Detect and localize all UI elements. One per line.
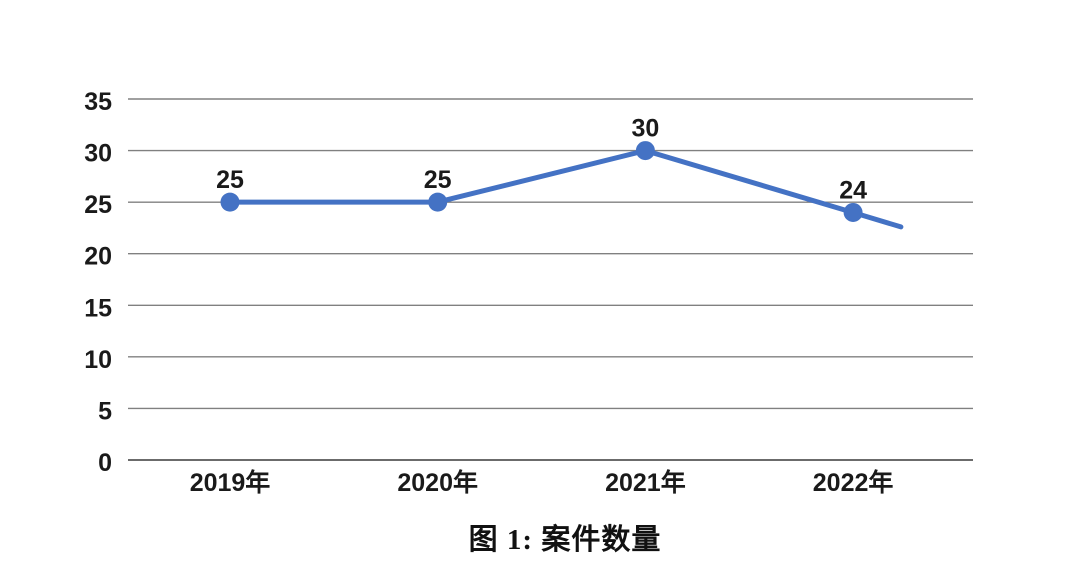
data-point-marker <box>428 192 448 212</box>
data-point-marker <box>843 202 863 222</box>
gridlines-group <box>128 98 973 461</box>
data-labels-group: 25 25 30 24 <box>216 115 867 205</box>
y-tick-label: 5 <box>98 397 112 425</box>
data-label: 24 <box>839 176 867 204</box>
y-tick-label: 20 <box>84 243 112 271</box>
y-tick-label: 10 <box>84 346 112 374</box>
x-tick-label: 2021年 <box>605 468 686 497</box>
chart-caption: 图 1: 案件数量 <box>468 524 662 556</box>
x-tick-label: 2019年 <box>190 468 271 497</box>
data-label: 30 <box>631 115 659 143</box>
series-group <box>220 141 904 230</box>
series-line <box>227 148 904 230</box>
x-axis-labels-group: 2019年 2020年 2021年 2022年 <box>190 468 894 497</box>
data-point-marker <box>220 192 240 212</box>
data-label: 25 <box>216 166 244 194</box>
y-tick-label: 0 <box>98 449 112 477</box>
x-tick-label: 2020年 <box>397 468 478 497</box>
y-tick-label: 25 <box>84 191 112 219</box>
y-axis-labels-group: 0 5 10 15 20 25 30 35 <box>84 88 112 477</box>
data-label: 25 <box>424 166 452 194</box>
x-tick-label: 2022年 <box>813 468 894 497</box>
y-tick-label: 35 <box>84 88 112 116</box>
data-point-marker <box>635 141 655 161</box>
y-tick-label: 15 <box>84 294 112 322</box>
y-tick-label: 30 <box>84 140 112 168</box>
